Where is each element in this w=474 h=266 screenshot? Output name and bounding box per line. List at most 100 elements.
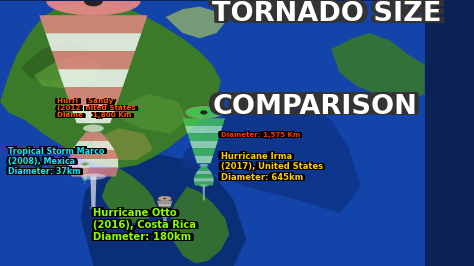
Text: Hurricane Otto
(2016), Costa Rica
Diameter: 180km: Hurricane Otto (2016), Costa Rica Diamet… bbox=[94, 208, 197, 241]
Text: Hurricane Irma
(2017), United States
Diameter: 645km: Hurricane Irma (2017), United States Dia… bbox=[220, 151, 322, 181]
Text: Diameter: 1,575 Km: Diameter: 1,575 Km bbox=[220, 133, 299, 139]
Text: Hurricane Irma
(2017), United States
Diameter: 645km: Hurricane Irma (2017), United States Dia… bbox=[222, 153, 324, 182]
Text: Tropical Storm Marco
(2008), Mexica
Diameter: 37km: Tropical Storm Marco (2008), Mexica Diam… bbox=[9, 147, 105, 176]
Text: Hurricane Irma
(2017), United States
Diameter: 645km: Hurricane Irma (2017), United States Dia… bbox=[220, 152, 322, 181]
Text: Diameter: 1,575 Km: Diameter: 1,575 Km bbox=[220, 132, 299, 138]
Text: Hurricane Otto
(2016), Costa Rica
Diameter: 180km: Hurricane Otto (2016), Costa Rica Diamet… bbox=[92, 209, 196, 243]
Text: COMPARISON: COMPARISON bbox=[217, 94, 421, 120]
Polygon shape bbox=[190, 141, 218, 148]
Polygon shape bbox=[83, 176, 86, 177]
Text: Hurri    Sandy
(2012  nited States
Diame    1,800 Km: Hurri Sandy (2012 nited States Diame 1,8… bbox=[56, 98, 135, 118]
Text: Diameter: 1,575 Km: Diameter: 1,575 Km bbox=[223, 133, 302, 139]
Polygon shape bbox=[194, 182, 214, 185]
Text: Hurricane Otto
(2016), Costa Rica
Diameter: 180km: Hurricane Otto (2016), Costa Rica Diamet… bbox=[94, 209, 197, 243]
Polygon shape bbox=[165, 7, 225, 38]
Text: TORNADO SIZE: TORNADO SIZE bbox=[211, 3, 440, 29]
Text: Hurri    Sandy
(2012  nited States
Diame    1,800 Km: Hurri Sandy (2012 nited States Diame 1,8… bbox=[60, 98, 138, 118]
Text: COMPARISON: COMPARISON bbox=[211, 95, 416, 122]
Polygon shape bbox=[160, 209, 170, 212]
Text: Hurricane Irma
(2017), United States
Diameter: 645km: Hurricane Irma (2017), United States Dia… bbox=[223, 152, 326, 181]
Text: Hurri    Sandy
(2012  nited States
Diame    1,800 Km: Hurri Sandy (2012 nited States Diame 1,8… bbox=[56, 99, 135, 119]
Ellipse shape bbox=[186, 107, 222, 118]
Text: Tropical Storm Marco
(2008), Mexica
Diameter: 37km: Tropical Storm Marco (2008), Mexica Diam… bbox=[6, 146, 102, 176]
Polygon shape bbox=[194, 174, 214, 178]
Text: Hurricane Otto
(2016), Costa Rica
Diameter: 180km: Hurricane Otto (2016), Costa Rica Diamet… bbox=[96, 207, 199, 241]
Text: TORNADO SIZE: TORNADO SIZE bbox=[214, 0, 443, 26]
Ellipse shape bbox=[164, 198, 166, 199]
Text: TORNADO SIZE: TORNADO SIZE bbox=[208, 1, 438, 27]
Text: Hurri    Sandy
(2012  nited States
Diame    1,800 Km: Hurri Sandy (2012 nited States Diame 1,8… bbox=[60, 99, 138, 119]
Polygon shape bbox=[158, 203, 172, 206]
Text: Tropical Storm Marco
(2008), Mexica
Diameter: 37km: Tropical Storm Marco (2008), Mexica Diam… bbox=[6, 147, 102, 177]
Ellipse shape bbox=[81, 173, 106, 180]
Ellipse shape bbox=[163, 225, 166, 226]
Text: Diameter: 1,575 Km: Diameter: 1,575 Km bbox=[218, 133, 298, 139]
Polygon shape bbox=[0, 1, 221, 168]
Text: TORNADO SIZE: TORNADO SIZE bbox=[211, 2, 440, 28]
Text: Hurricane Otto
(2016), Costa Rica
Diameter: 180km: Hurricane Otto (2016), Costa Rica Diamet… bbox=[96, 209, 199, 243]
Text: Tropical Storm Marco
(2008), Mexica
Diameter: 37km: Tropical Storm Marco (2008), Mexica Diam… bbox=[11, 146, 108, 176]
Polygon shape bbox=[82, 172, 88, 174]
Text: Tropical Storm Marco
(2008), Mexica
Diameter: 37km: Tropical Storm Marco (2008), Mexica Diam… bbox=[9, 147, 106, 177]
Text: COMPARISON: COMPARISON bbox=[208, 92, 413, 118]
Text: TORNADO SIZE: TORNADO SIZE bbox=[208, 0, 438, 26]
Text: Hurricane Otto
(2016), Costa Rica
Diameter: 180km: Hurricane Otto (2016), Costa Rica Diamet… bbox=[92, 207, 196, 241]
Text: Hurricane Irma
(2017), United States
Diameter: 645km: Hurricane Irma (2017), United States Dia… bbox=[223, 151, 326, 181]
Text: Hurricane Irma
(2017), United States
Diameter: 645km: Hurricane Irma (2017), United States Dia… bbox=[223, 153, 326, 182]
Text: Hurri    Sandy
(2012  nited States
Diame    1,800 Km: Hurri Sandy (2012 nited States Diame 1,8… bbox=[58, 99, 137, 119]
Ellipse shape bbox=[81, 163, 89, 165]
Polygon shape bbox=[119, 94, 187, 134]
Text: TORNADO SIZE: TORNADO SIZE bbox=[217, 0, 446, 26]
Polygon shape bbox=[81, 169, 89, 171]
Text: COMPARISON: COMPARISON bbox=[208, 95, 413, 122]
Text: TORNADO SIZE: TORNADO SIZE bbox=[211, 0, 440, 26]
Text: Hurricane Irma
(2017), United States
Diameter: 645km: Hurricane Irma (2017), United States Dia… bbox=[218, 152, 320, 182]
Polygon shape bbox=[78, 132, 109, 141]
Ellipse shape bbox=[47, 0, 140, 15]
Polygon shape bbox=[202, 185, 205, 200]
Text: COMPARISON: COMPARISON bbox=[214, 95, 419, 122]
Ellipse shape bbox=[199, 184, 209, 187]
Text: COMPARISON: COMPARISON bbox=[214, 93, 419, 119]
Polygon shape bbox=[46, 33, 141, 51]
Text: Hurricane Irma
(2017), United States
Diameter: 645km: Hurricane Irma (2017), United States Dia… bbox=[218, 152, 320, 181]
Ellipse shape bbox=[89, 207, 98, 210]
Polygon shape bbox=[170, 186, 229, 263]
Text: Hurricane Otto
(2016), Costa Rica
Diameter: 180km: Hurricane Otto (2016), Costa Rica Diamet… bbox=[96, 209, 199, 242]
Text: Tropical Storm Marco
(2008), Mexica
Diameter: 37km: Tropical Storm Marco (2008), Mexica Diam… bbox=[8, 147, 104, 177]
Text: Hurri    Sandy
(2012  nited States
Diame    1,800 Km: Hurri Sandy (2012 nited States Diame 1,8… bbox=[58, 99, 137, 119]
Polygon shape bbox=[83, 177, 87, 178]
Polygon shape bbox=[81, 167, 89, 169]
Text: Hurricane Otto
(2016), Costa Rica
Diameter: 180km: Hurricane Otto (2016), Costa Rica Diamet… bbox=[93, 208, 196, 242]
Text: Tropical Storm Marco
(2008), Mexica
Diameter: 37km: Tropical Storm Marco (2008), Mexica Diam… bbox=[6, 147, 102, 177]
Polygon shape bbox=[34, 54, 102, 89]
Text: COMPARISON: COMPARISON bbox=[217, 95, 421, 122]
Text: Diameter: 1,575 Km: Diameter: 1,575 Km bbox=[223, 132, 302, 138]
Text: Hurricane Irma
(2017), United States
Diameter: 645km: Hurricane Irma (2017), United States Dia… bbox=[223, 152, 326, 182]
Polygon shape bbox=[195, 156, 213, 163]
Text: COMPARISON: COMPARISON bbox=[217, 92, 421, 118]
Text: Hurricane Irma
(2017), United States
Diameter: 645km: Hurricane Irma (2017), United States Dia… bbox=[222, 152, 324, 182]
Ellipse shape bbox=[164, 231, 165, 232]
Polygon shape bbox=[58, 69, 129, 87]
Polygon shape bbox=[157, 201, 173, 203]
Ellipse shape bbox=[202, 200, 206, 201]
Text: Hurricane Otto
(2016), Costa Rica
Diameter: 180km: Hurricane Otto (2016), Costa Rica Diamet… bbox=[92, 208, 196, 241]
Text: Hurricane Otto
(2016), Costa Rica
Diameter: 180km: Hurricane Otto (2016), Costa Rica Diamet… bbox=[96, 208, 199, 241]
Polygon shape bbox=[182, 118, 225, 126]
Polygon shape bbox=[82, 179, 87, 180]
Text: COMPARISON: COMPARISON bbox=[212, 94, 417, 120]
Text: Hurri    Sandy
(2012  nited States
Diame    1,800 Km: Hurri Sandy (2012 nited States Diame 1,8… bbox=[57, 98, 136, 118]
Polygon shape bbox=[161, 215, 168, 218]
Ellipse shape bbox=[163, 218, 166, 219]
Ellipse shape bbox=[83, 124, 104, 132]
Text: Hurri    Sandy
(2012  nited States
Diame    1,800 Km: Hurri Sandy (2012 nited States Diame 1,8… bbox=[60, 99, 138, 119]
Polygon shape bbox=[161, 223, 168, 225]
Text: COMPARISON: COMPARISON bbox=[211, 93, 416, 119]
Text: TORNADO SIZE: TORNADO SIZE bbox=[214, 1, 443, 27]
Ellipse shape bbox=[84, 0, 103, 6]
Text: Hurri    Sandy
(2012  nited States
Diame    1,800 Km: Hurri Sandy (2012 nited States Diame 1,8… bbox=[58, 98, 137, 118]
Text: Tropical Storm Marco
(2008), Mexica
Diameter: 37km: Tropical Storm Marco (2008), Mexica Diam… bbox=[9, 147, 106, 177]
Ellipse shape bbox=[84, 180, 86, 181]
Polygon shape bbox=[192, 148, 215, 156]
